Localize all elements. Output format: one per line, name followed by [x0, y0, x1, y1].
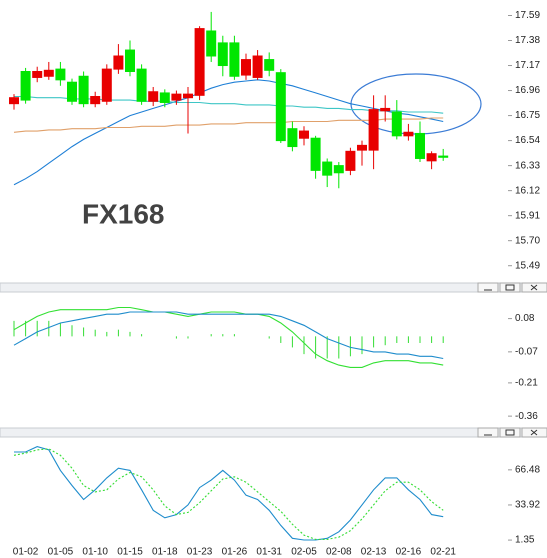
- x-tick-label: 02-08: [326, 547, 352, 558]
- toolbar: [0, 282, 547, 293]
- candle-body: [159, 92, 170, 103]
- x-tick-label: 02-13: [361, 547, 387, 558]
- minimize-button[interactable]: [477, 427, 499, 438]
- candle-body: [415, 132, 425, 159]
- icon: [530, 284, 538, 291]
- toolbar: [0, 427, 547, 438]
- x-tick-label: 01-15: [117, 547, 143, 558]
- y-tick-label: 16.75: [515, 110, 540, 121]
- candle-body: [32, 70, 43, 78]
- x-tick-label: 01-31: [256, 547, 282, 558]
- candle-body: [264, 59, 275, 71]
- x-tick-label: 01-18: [152, 547, 178, 558]
- candle-body: [252, 55, 263, 78]
- candle-body: [113, 55, 124, 70]
- x-tick-label: 02-05: [291, 547, 317, 558]
- restore-button[interactable]: [499, 427, 521, 438]
- candle-body: [183, 93, 193, 99]
- candle-body: [67, 81, 77, 102]
- icon: [505, 284, 515, 291]
- candle-body: [403, 131, 414, 137]
- candle-body: [148, 91, 159, 102]
- candle-body: [43, 69, 54, 77]
- candle-body: [333, 165, 344, 174]
- y-tick-label: 15.91: [515, 210, 540, 221]
- y-tick-label: 33.92: [515, 500, 540, 511]
- candle-body: [20, 70, 31, 101]
- candle-body: [345, 150, 356, 171]
- candle-body: [217, 42, 228, 67]
- y-tick-label: 17.59: [515, 10, 540, 21]
- candle-body: [299, 130, 309, 139]
- line: [13, 448, 444, 540]
- minimize-button[interactable]: [477, 282, 499, 293]
- watermark: FX168: [82, 198, 165, 229]
- restore-button[interactable]: [499, 282, 521, 293]
- x-tick-label: 02-16: [396, 547, 422, 558]
- line: [13, 306, 444, 368]
- y-tick-label: 16.96: [515, 85, 540, 96]
- toolbar-bar: [0, 427, 547, 438]
- candle-body: [136, 68, 147, 102]
- y-tick-label: 17.38: [515, 35, 540, 46]
- icon: [530, 429, 538, 436]
- candle-body: [368, 109, 379, 151]
- y-tick-label: 16.12: [515, 185, 540, 196]
- line: [14, 446, 444, 541]
- candle-body: [322, 161, 333, 176]
- icon: [505, 429, 515, 436]
- y-tick-label: -0.21: [515, 378, 538, 389]
- candle-body: [391, 111, 402, 137]
- y-tick-label: -0.07: [515, 346, 538, 357]
- x-tick-label: 01-02: [13, 547, 39, 558]
- candle-body: [125, 49, 135, 72]
- x-tick-label: 01-10: [82, 547, 108, 558]
- candle-body: [229, 42, 240, 77]
- y-tick-label: 1.35: [515, 535, 535, 546]
- candle-body: [101, 68, 112, 102]
- y-tick-label: 15.70: [515, 235, 540, 246]
- candle-body: [380, 107, 391, 112]
- candle-body: [426, 153, 437, 162]
- y-tick-label: 0.08: [515, 313, 535, 324]
- candle-body: [275, 72, 286, 142]
- candle-body: [287, 128, 298, 148]
- candle-body: [171, 93, 182, 101]
- candle-body: [55, 68, 66, 81]
- candle-body: [206, 30, 217, 57]
- candle-body: [241, 59, 251, 76]
- x-tick-label: 01-26: [222, 547, 248, 558]
- y-tick-label: 16.33: [515, 160, 540, 171]
- candle-body: [310, 137, 321, 171]
- candle-body: [78, 75, 89, 105]
- line: [13, 79, 444, 186]
- y-tick-label: -0.36: [515, 411, 538, 422]
- x-tick-label: 01-23: [187, 547, 213, 558]
- line: [13, 311, 444, 360]
- y-tick-label: 16.54: [515, 135, 540, 146]
- candle-body: [90, 96, 101, 105]
- x-tick-label: 02-21: [430, 547, 456, 558]
- y-tick-label: 66.48: [515, 464, 540, 475]
- y-tick-label: 17.17: [515, 60, 540, 71]
- candle-body: [438, 155, 449, 158]
- candle-body: [357, 144, 367, 151]
- candle-body: [9, 97, 19, 105]
- candle-body: [194, 28, 205, 96]
- y-tick-label: 15.49: [515, 260, 540, 271]
- toolbar-bar: [0, 282, 547, 293]
- x-tick-label: 01-05: [48, 547, 74, 558]
